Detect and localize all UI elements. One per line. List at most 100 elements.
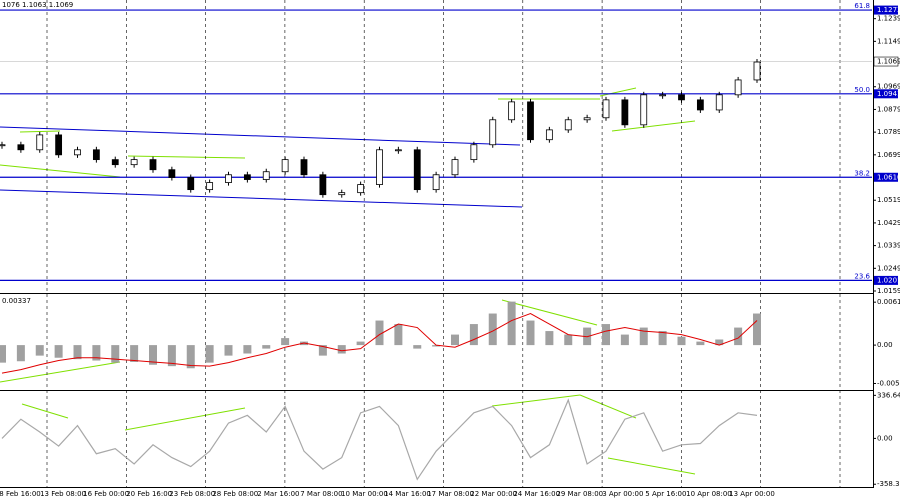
macd-bar <box>526 320 535 346</box>
panel-frames <box>0 0 874 488</box>
macd-bar <box>620 334 629 346</box>
macd-bar <box>243 345 252 354</box>
drawings <box>0 87 696 475</box>
divergence-line <box>579 394 637 419</box>
x-tick-label: 13 Feb 08:00 <box>40 490 86 498</box>
macd-bar <box>677 336 686 346</box>
macd-bar <box>394 324 403 346</box>
divergence-line <box>501 299 598 326</box>
macd-bar <box>696 341 705 346</box>
y-tick-label: 1.0969 <box>877 83 900 91</box>
candle-body <box>583 117 591 121</box>
y-tick-label: 1.0699 <box>877 151 900 159</box>
divergence-line <box>0 164 121 178</box>
candle-body <box>281 159 289 173</box>
divergence-line <box>124 407 246 431</box>
macd-header: 0.00337 <box>2 297 31 305</box>
y-tick-label: 1.0789 <box>877 128 900 136</box>
candle-body <box>564 119 572 131</box>
candle-body <box>243 174 251 180</box>
y-tick-label: 1.0339 <box>877 242 900 250</box>
macd-bar <box>73 345 82 360</box>
y-tick-label: -358.398 <box>877 480 900 488</box>
x-tick-label: 13 Apr 00:00 <box>729 490 775 498</box>
candle-body <box>527 101 534 141</box>
channel-lower <box>0 189 523 208</box>
macd-bar <box>488 313 497 346</box>
macd-bar <box>281 338 290 346</box>
x-tick-label: 14 Mar 16:00 <box>384 490 431 498</box>
x-tick-label: 16 Feb 00:00 <box>83 490 129 498</box>
macd-bar <box>167 345 176 367</box>
macd-bar <box>545 331 554 346</box>
candle-body <box>734 79 742 96</box>
y-tick-label: 1.0159 <box>877 287 900 295</box>
candle-body <box>357 184 365 194</box>
y-tick-label: 0.00612 <box>877 298 900 306</box>
macd-bar <box>413 345 422 349</box>
macd-bar <box>111 345 120 363</box>
candle-body <box>225 174 232 183</box>
x-tick-label: 7 Mar 08:00 <box>300 490 342 498</box>
candle-body <box>168 169 176 178</box>
x-tick-label: 2 Mar 16:00 <box>257 490 299 498</box>
level-label: 61.8 <box>854 2 870 10</box>
candle-body <box>262 171 270 180</box>
divergence-line <box>21 403 69 419</box>
level-box <box>874 89 898 99</box>
x-tick-label: 22 Mar 00:00 <box>470 490 517 498</box>
y-tick-label: 0.00 <box>877 341 893 349</box>
macd-bar <box>262 345 271 349</box>
y-tick-label: 336.644 <box>877 391 900 399</box>
candle-body <box>206 182 214 191</box>
y-tick-label: 1.1239 <box>877 15 900 23</box>
candle-body <box>489 119 497 146</box>
price-header: 1076 1.1063 1.1069 <box>2 1 73 9</box>
macd-bar <box>16 345 25 362</box>
level-label: 23.6 <box>854 272 870 280</box>
candle-body <box>300 159 308 176</box>
oscillator-line <box>1 398 758 481</box>
candle-body <box>74 149 81 156</box>
divergence-line <box>607 457 696 475</box>
macd-bar <box>205 345 214 363</box>
candle-body <box>659 94 667 97</box>
candle-body <box>130 159 138 166</box>
candle-body <box>621 99 629 126</box>
macd-bar <box>715 339 724 346</box>
macd-bar <box>186 345 195 369</box>
level-box <box>874 275 898 285</box>
candle-body <box>92 149 100 161</box>
level-box <box>874 172 898 182</box>
macd-bar <box>337 345 346 354</box>
current-price: 1.1069 <box>877 58 900 66</box>
y-tick-label: 1.0879 <box>877 105 900 113</box>
y-tick-label: -0.00547 <box>877 379 900 387</box>
x-tick-label: 10 Mar 00:00 <box>341 490 388 498</box>
candle-body <box>508 101 516 121</box>
x-tick-label: 17 Mar 08:00 <box>427 490 474 498</box>
candle-body <box>17 144 25 151</box>
x-tick-label: 20 Feb 16:00 <box>126 490 172 498</box>
x-tick-label: 23 Feb 08:00 <box>169 490 215 498</box>
macd-bar <box>564 334 573 346</box>
candle-body <box>696 99 704 111</box>
candle-body <box>451 159 459 176</box>
divergence-line <box>127 155 246 159</box>
candle-body <box>753 61 761 81</box>
candle-body <box>678 94 685 101</box>
y-tick-label: 1.0249 <box>877 264 900 272</box>
divergence-line <box>491 394 581 407</box>
candle-body <box>545 129 553 141</box>
macd-bar <box>0 345 6 363</box>
macd-bar <box>224 345 233 356</box>
candle-body <box>149 159 157 171</box>
macd-bar <box>375 320 384 346</box>
candle-body <box>319 174 327 196</box>
candle-body <box>640 94 648 126</box>
y-tick-label: 1.0429 <box>877 219 900 227</box>
macd-bar <box>54 345 63 358</box>
level-value: 1.1273 <box>877 6 900 14</box>
